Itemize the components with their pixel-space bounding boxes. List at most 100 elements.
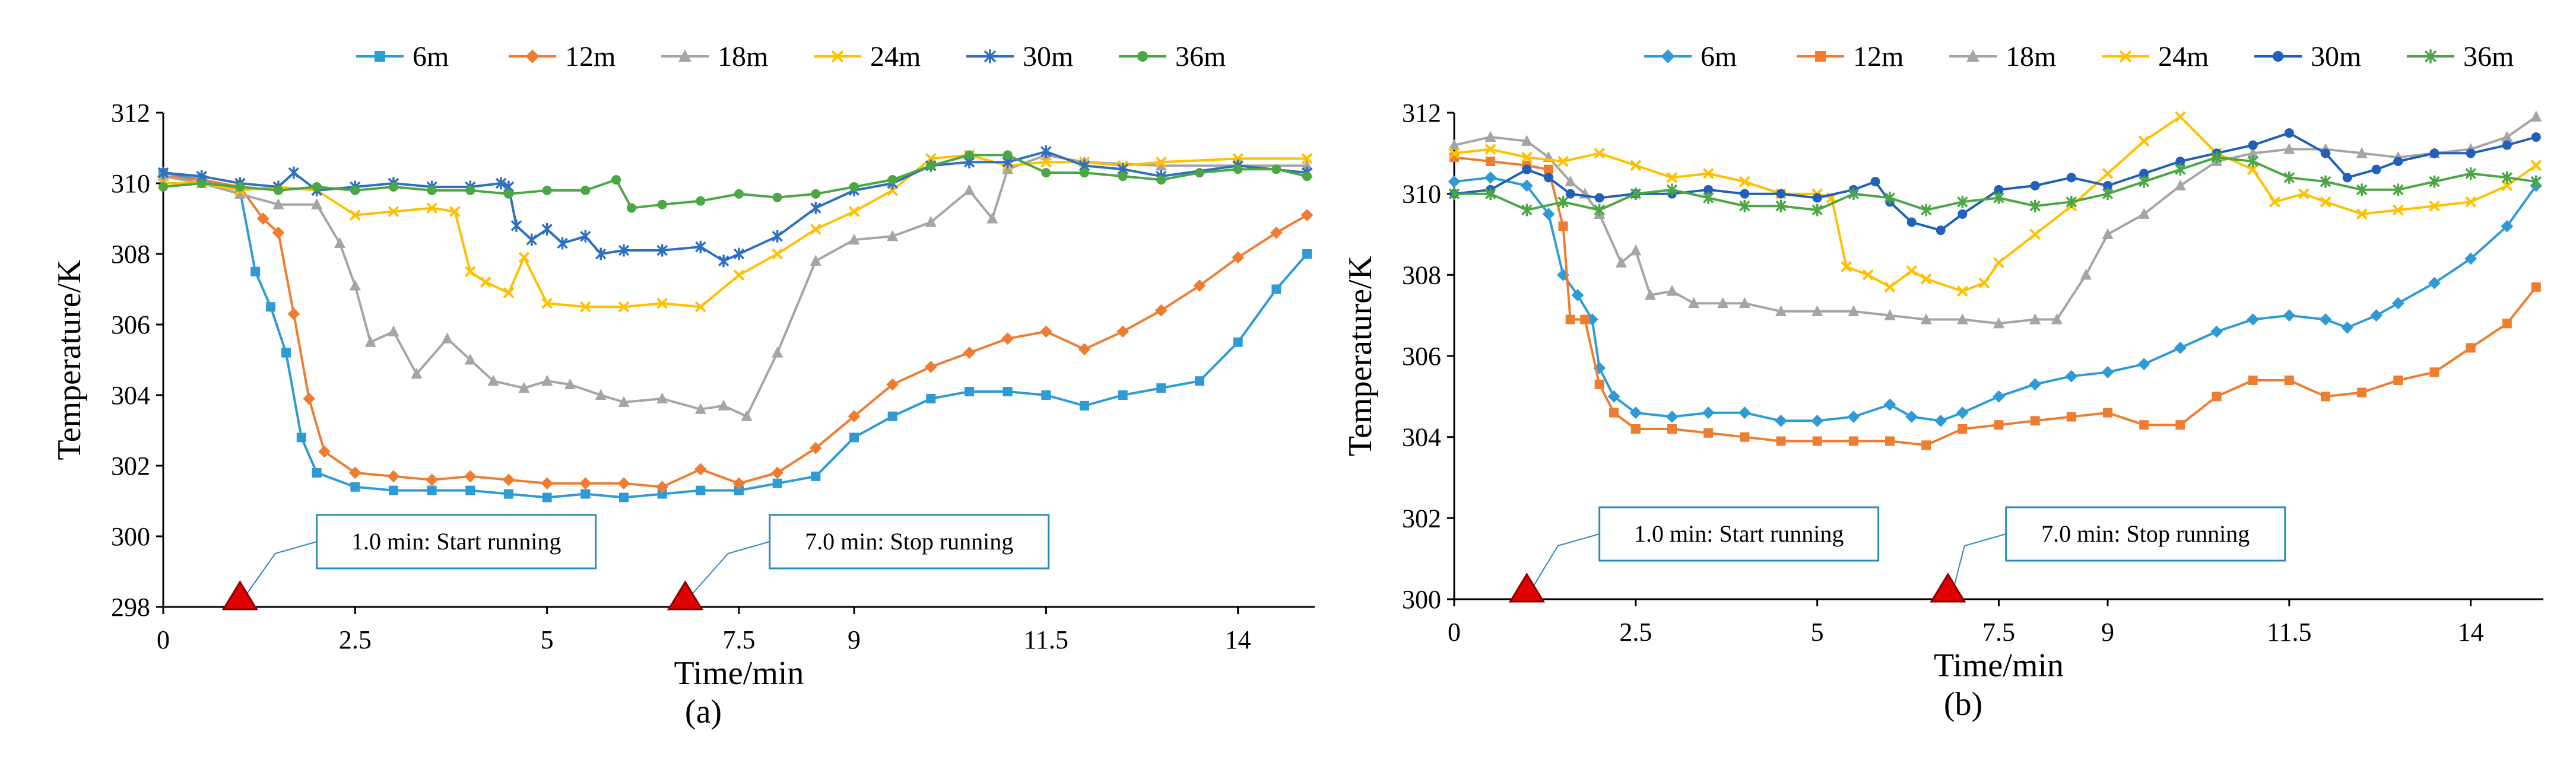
legend-label: 18m xyxy=(2006,41,2056,72)
data-point-12m xyxy=(1594,379,1604,389)
data-point-36m xyxy=(1484,187,1496,201)
data-point-24m xyxy=(772,248,783,260)
data-point-12m xyxy=(2393,376,2403,385)
data-point-12m xyxy=(1885,436,1895,446)
x-tick-label: 5 xyxy=(541,625,554,654)
data-point-24m xyxy=(541,297,553,309)
data-point-12m xyxy=(963,346,976,359)
data-point-24m xyxy=(480,276,491,288)
data-point-18m xyxy=(441,332,453,344)
callout-leader xyxy=(1964,533,2007,546)
data-point-30m xyxy=(2066,173,2076,183)
data-point-36m xyxy=(696,196,706,206)
data-point-24m xyxy=(1521,151,1533,163)
data-point-36m xyxy=(2138,175,2150,188)
data-point-12m xyxy=(924,361,937,373)
data-point-18m xyxy=(1884,309,1896,320)
y-tick-label: 302 xyxy=(1402,504,1441,533)
legend-item-24m: 24m xyxy=(814,41,921,72)
data-point-24m xyxy=(388,206,399,218)
annotation-stop: 7.0 min: Stop running xyxy=(1930,506,2286,603)
data-point-18m xyxy=(349,279,361,291)
data-point-36m xyxy=(465,185,475,195)
annotation-start: 1.0 min: Start running xyxy=(221,514,597,610)
legend-marker xyxy=(525,49,540,63)
data-point-18m xyxy=(2051,313,2063,325)
data-point-30m xyxy=(580,230,591,243)
data-point-36m xyxy=(2029,199,2041,212)
data-point-6m xyxy=(1956,406,1969,419)
data-point-24m xyxy=(1862,269,1874,281)
y-tick-label: 312 xyxy=(111,98,150,128)
data-point-12m xyxy=(541,477,554,490)
legend-marker xyxy=(984,49,997,63)
data-point-30m xyxy=(2531,132,2541,142)
data-point-30m xyxy=(1522,164,1532,174)
data-point-30m xyxy=(2103,181,2112,190)
data-point-12m xyxy=(1609,408,1619,418)
data-point-36m xyxy=(235,182,245,192)
data-point-30m xyxy=(2342,173,2352,183)
data-point-24m xyxy=(618,301,630,313)
data-point-12m xyxy=(303,392,316,405)
y-tick-label: 312 xyxy=(1402,98,1441,128)
callout-box xyxy=(2005,506,2286,562)
series-36m xyxy=(1448,151,2542,217)
data-point-18m xyxy=(2080,268,2092,280)
data-point-30m xyxy=(288,166,300,179)
data-point-24m xyxy=(694,301,706,313)
data-point-24m xyxy=(1155,156,1167,168)
data-point-18m xyxy=(1812,305,1823,316)
data-point-36m xyxy=(2356,183,2368,196)
data-point-6m xyxy=(542,492,552,503)
data-point-18m xyxy=(1484,131,1496,142)
data-point-18m xyxy=(741,410,753,421)
x-tick-label: 11.5 xyxy=(2267,618,2311,647)
series-12m xyxy=(157,170,1314,494)
legend-marker xyxy=(1661,49,1675,63)
data-point-12m xyxy=(2248,376,2258,385)
y-tick-label: 308 xyxy=(111,240,150,269)
y-tick-label: 306 xyxy=(1402,342,1441,371)
legend-label: 36m xyxy=(1175,41,1226,72)
data-point-6m xyxy=(2137,358,2150,371)
data-point-36m xyxy=(1041,168,1051,178)
data-point-18m xyxy=(2247,147,2259,158)
data-point-12m xyxy=(2103,408,2112,418)
data-point-18m xyxy=(1920,313,1932,325)
data-point-36m xyxy=(1739,199,1750,212)
data-point-30m xyxy=(618,244,630,257)
data-point-18m xyxy=(541,374,553,386)
y-tick-label: 302 xyxy=(111,451,150,481)
data-point-6m xyxy=(619,492,629,503)
data-point-12m xyxy=(617,477,630,490)
data-point-24m xyxy=(2029,228,2041,240)
callout-text: 1.0 min: Start running xyxy=(351,528,561,555)
data-point-6m xyxy=(696,485,706,495)
data-point-6m xyxy=(389,485,398,495)
data-point-24m xyxy=(2320,196,2331,208)
data-point-6m xyxy=(2029,378,2042,391)
x-tick-label: 9 xyxy=(848,625,861,654)
x-tick-label: 14 xyxy=(2458,618,2484,647)
data-point-18m xyxy=(1717,297,1729,309)
data-point-12m xyxy=(2466,343,2476,353)
data-point-30m xyxy=(1936,225,1946,236)
data-point-18m xyxy=(411,367,423,379)
data-point-18m xyxy=(1615,256,1627,268)
data-point-24m xyxy=(1594,147,1606,159)
data-point-12m xyxy=(1270,226,1283,239)
data-point-18m xyxy=(772,346,783,358)
event-marker-triangle xyxy=(1508,573,1546,603)
data-point-12m xyxy=(1958,424,1968,434)
data-point-12m xyxy=(1001,332,1014,345)
data-point-36m xyxy=(1271,164,1281,174)
data-point-24m xyxy=(1301,152,1313,164)
data-point-30m xyxy=(2139,168,2149,179)
callout-leader xyxy=(728,541,770,554)
data-point-12m xyxy=(1193,279,1206,292)
data-point-36m xyxy=(965,150,974,160)
y-tick-label: 308 xyxy=(1402,260,1441,290)
data-point-12m xyxy=(1300,209,1314,221)
data-point-24m xyxy=(1557,155,1569,167)
